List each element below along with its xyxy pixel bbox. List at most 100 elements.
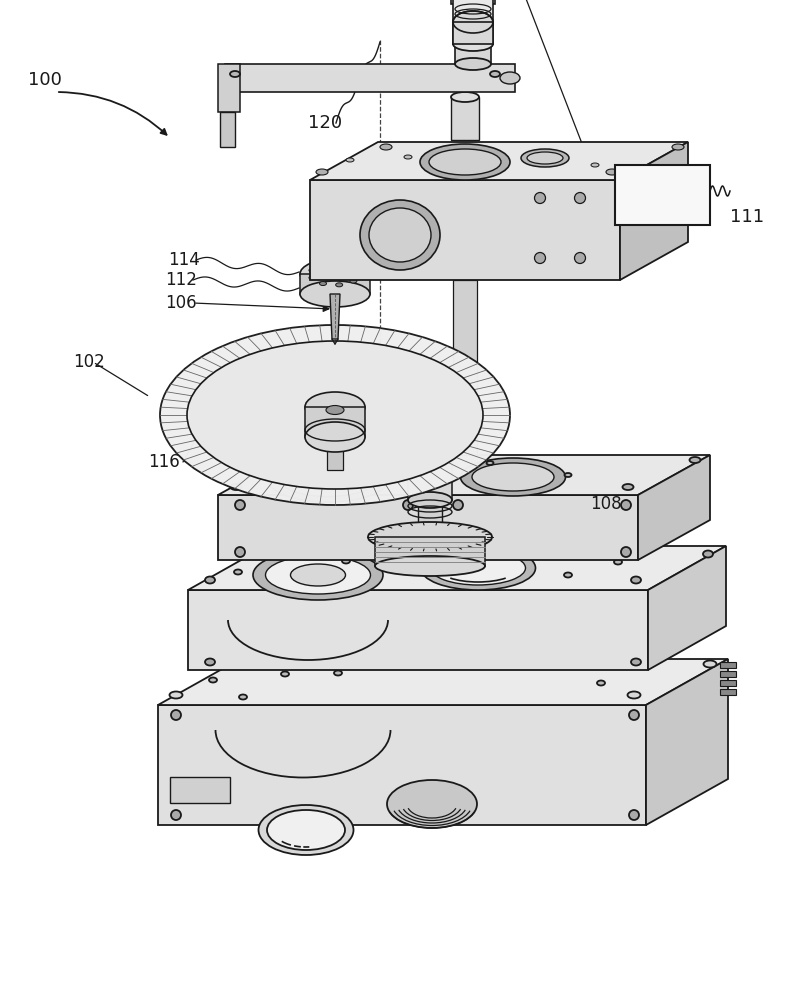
Ellipse shape: [267, 810, 345, 850]
Polygon shape: [188, 546, 726, 590]
Ellipse shape: [350, 265, 357, 269]
Ellipse shape: [281, 672, 289, 676]
Ellipse shape: [597, 680, 605, 686]
Text: 104: 104: [235, 395, 267, 413]
Ellipse shape: [380, 144, 392, 150]
Ellipse shape: [629, 810, 639, 820]
Ellipse shape: [490, 71, 500, 77]
Ellipse shape: [170, 692, 182, 698]
Ellipse shape: [356, 272, 362, 276]
Polygon shape: [646, 659, 728, 825]
Ellipse shape: [418, 451, 442, 459]
Ellipse shape: [171, 710, 181, 720]
Ellipse shape: [403, 500, 413, 510]
Ellipse shape: [297, 457, 308, 463]
Ellipse shape: [394, 461, 402, 465]
Polygon shape: [620, 142, 688, 280]
Polygon shape: [451, 97, 479, 140]
Text: 116: 116: [148, 453, 180, 471]
Ellipse shape: [408, 450, 452, 466]
Ellipse shape: [235, 547, 245, 557]
Polygon shape: [453, 0, 493, 44]
Polygon shape: [225, 64, 515, 92]
Polygon shape: [451, 0, 495, 4]
Ellipse shape: [384, 552, 392, 558]
Polygon shape: [218, 495, 638, 560]
Ellipse shape: [462, 552, 470, 556]
Ellipse shape: [621, 547, 631, 557]
Ellipse shape: [320, 282, 327, 286]
Ellipse shape: [420, 144, 510, 180]
Polygon shape: [218, 64, 240, 112]
Ellipse shape: [171, 810, 181, 820]
Ellipse shape: [527, 152, 563, 164]
Ellipse shape: [234, 570, 242, 574]
Ellipse shape: [629, 710, 639, 720]
Ellipse shape: [346, 465, 353, 469]
Polygon shape: [300, 274, 370, 294]
Ellipse shape: [230, 71, 240, 77]
Ellipse shape: [305, 422, 365, 452]
Ellipse shape: [455, 0, 491, 10]
Polygon shape: [408, 458, 452, 500]
Ellipse shape: [205, 576, 215, 584]
Text: 100: 100: [28, 71, 62, 89]
Ellipse shape: [534, 192, 545, 204]
Ellipse shape: [160, 325, 510, 505]
Ellipse shape: [574, 252, 585, 263]
Ellipse shape: [621, 500, 631, 510]
Ellipse shape: [431, 551, 525, 585]
Ellipse shape: [235, 500, 245, 510]
Ellipse shape: [300, 259, 370, 289]
Polygon shape: [455, 4, 491, 64]
Ellipse shape: [281, 464, 376, 496]
Polygon shape: [330, 294, 340, 339]
Polygon shape: [418, 457, 442, 566]
Text: 102: 102: [73, 353, 105, 371]
Ellipse shape: [309, 276, 316, 280]
Text: 110: 110: [598, 176, 632, 194]
Ellipse shape: [290, 564, 346, 586]
Ellipse shape: [334, 670, 342, 676]
Ellipse shape: [320, 262, 327, 266]
FancyBboxPatch shape: [615, 165, 710, 225]
Polygon shape: [453, 280, 477, 455]
Ellipse shape: [368, 522, 492, 552]
Ellipse shape: [346, 158, 354, 162]
Polygon shape: [310, 142, 688, 180]
Ellipse shape: [564, 473, 571, 477]
Polygon shape: [638, 455, 710, 560]
Ellipse shape: [408, 492, 452, 508]
Ellipse shape: [259, 805, 353, 855]
Ellipse shape: [369, 208, 431, 262]
Polygon shape: [375, 537, 485, 566]
Ellipse shape: [534, 252, 545, 263]
Polygon shape: [220, 112, 235, 147]
Ellipse shape: [472, 463, 554, 491]
Ellipse shape: [275, 471, 282, 475]
Polygon shape: [453, 22, 493, 44]
Text: 120: 120: [308, 114, 342, 132]
Ellipse shape: [327, 270, 342, 277]
Polygon shape: [720, 689, 736, 695]
Ellipse shape: [591, 163, 599, 167]
Ellipse shape: [453, 37, 493, 51]
Polygon shape: [720, 671, 736, 677]
Polygon shape: [158, 659, 728, 705]
Ellipse shape: [335, 261, 342, 265]
Ellipse shape: [631, 658, 641, 666]
Ellipse shape: [342, 558, 350, 564]
Ellipse shape: [451, 92, 479, 102]
Ellipse shape: [245, 660, 259, 668]
Ellipse shape: [564, 572, 572, 578]
Ellipse shape: [375, 556, 485, 576]
Polygon shape: [720, 662, 736, 668]
Ellipse shape: [326, 406, 344, 414]
Ellipse shape: [230, 484, 241, 490]
Ellipse shape: [455, 58, 491, 70]
Ellipse shape: [268, 458, 388, 502]
Polygon shape: [158, 705, 646, 825]
Text: 111: 111: [730, 208, 764, 226]
Ellipse shape: [404, 155, 412, 159]
Polygon shape: [188, 590, 648, 670]
